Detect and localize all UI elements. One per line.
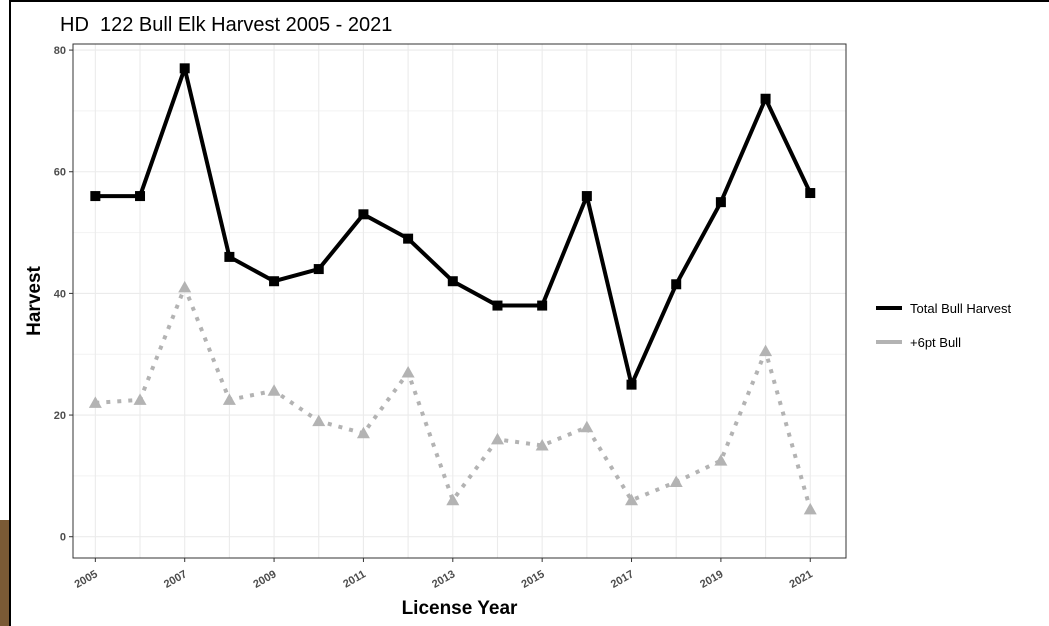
x-tick-label: 2009 xyxy=(251,568,278,591)
data-point-total xyxy=(760,93,771,104)
plot-panel xyxy=(73,44,846,558)
data-point-total xyxy=(581,191,592,202)
x-tick-label: 2017 xyxy=(609,568,636,591)
data-point-6pt xyxy=(356,426,370,439)
data-point-total xyxy=(224,251,235,262)
data-point-total xyxy=(135,191,146,202)
y-tick-label: 20 xyxy=(54,410,66,422)
y-tick-label: 80 xyxy=(54,45,66,57)
data-point-total xyxy=(90,191,101,202)
data-point-6pt xyxy=(625,493,639,506)
data-point-6pt xyxy=(580,420,594,433)
background-decoration xyxy=(0,520,9,626)
data-point-6pt xyxy=(669,475,683,487)
data-point-total xyxy=(269,276,280,287)
data-point-6pt xyxy=(267,384,281,396)
y-tick-label: 0 xyxy=(60,532,66,544)
x-tick-label: 2019 xyxy=(698,568,725,591)
legend-item-total: Total Bull Harvest xyxy=(876,291,1011,325)
x-tick-label: 2005 xyxy=(73,568,100,591)
data-point-6pt xyxy=(88,396,102,408)
y-tick-label: 60 xyxy=(54,167,66,179)
x-tick-label: 2011 xyxy=(341,568,368,590)
data-point-6pt xyxy=(490,432,504,445)
data-point-6pt xyxy=(803,502,817,515)
x-tick-label: 2013 xyxy=(430,568,457,591)
data-point-total xyxy=(179,63,190,74)
legend: Total Bull Harvest +6pt Bull xyxy=(876,291,1011,359)
chart-title: HD 122 Bull Elk Harvest 2005 - 2021 xyxy=(60,14,393,36)
data-point-6pt xyxy=(133,393,147,405)
legend-label-total: Total Bull Harvest xyxy=(910,300,1012,316)
legend-key-total xyxy=(876,306,902,310)
x-tick-label: 2007 xyxy=(162,568,189,591)
data-point-total xyxy=(671,279,682,290)
data-point-total xyxy=(358,209,369,220)
y-axis-title: Harvest xyxy=(24,265,45,335)
legend-item-6pt: +6pt Bull xyxy=(876,325,1011,359)
data-point-6pt xyxy=(535,438,549,451)
data-point-6pt xyxy=(759,344,773,357)
legend-label-6pt: +6pt Bull xyxy=(910,334,961,350)
x-tick-label: 2021 xyxy=(788,568,815,591)
data-point-6pt xyxy=(401,365,415,378)
data-point-6pt xyxy=(312,414,326,427)
legend-key-6pt xyxy=(876,340,902,344)
data-point-total xyxy=(715,197,726,208)
x-axis-title: License Year xyxy=(402,598,518,619)
data-point-total xyxy=(805,188,816,199)
data-point-6pt xyxy=(178,280,192,293)
data-point-total xyxy=(447,276,458,287)
plot-border xyxy=(72,43,847,559)
data-point-total xyxy=(313,264,324,275)
y-tick-label: 40 xyxy=(54,288,66,300)
x-tick-label: 2015 xyxy=(519,568,546,591)
data-point-total xyxy=(537,300,548,311)
data-point-total xyxy=(403,233,414,244)
data-point-total xyxy=(492,300,503,311)
data-point-total xyxy=(626,379,637,390)
data-point-6pt xyxy=(222,393,236,405)
data-point-6pt xyxy=(714,454,728,466)
data-point-6pt xyxy=(446,493,460,506)
